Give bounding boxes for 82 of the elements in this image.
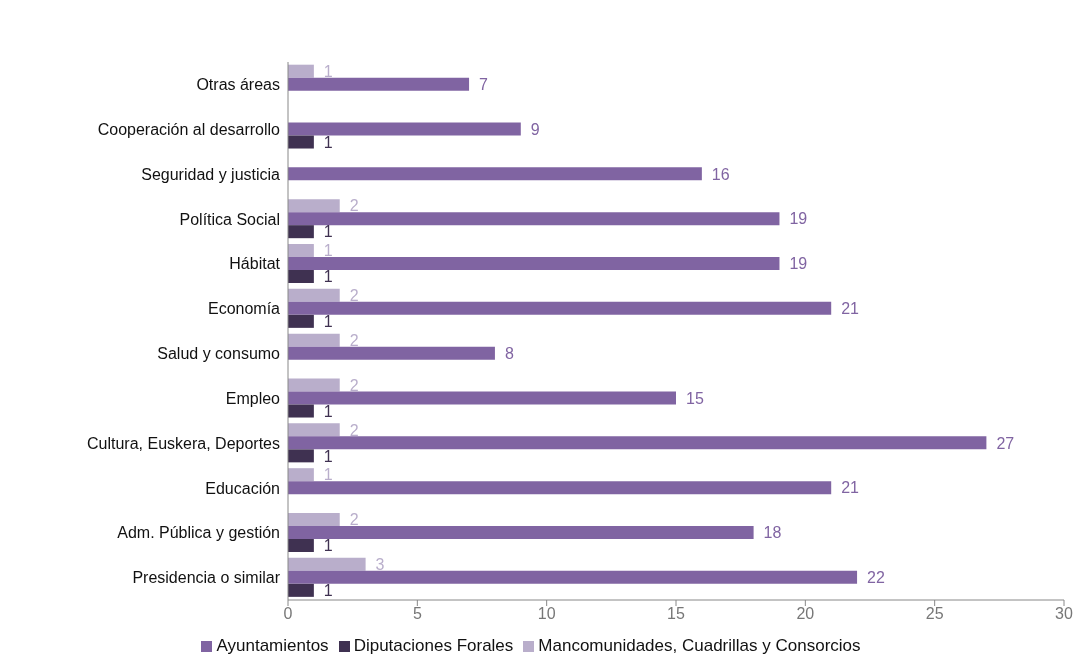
- data-label: 2: [349, 511, 359, 529]
- data-label: 19: [789, 210, 808, 228]
- data-label: 19: [789, 255, 808, 273]
- data-label: 2: [349, 421, 359, 439]
- y-tick-label: Cultura, Euskera, Deportes: [87, 434, 280, 452]
- y-tick-label: Economía: [207, 300, 281, 318]
- bar: [288, 212, 780, 226]
- y-tick-label: Política Social: [179, 210, 280, 228]
- data-label: 21: [841, 300, 860, 318]
- bar: [288, 436, 987, 450]
- bar: [288, 199, 340, 213]
- data-label: 15: [686, 389, 704, 407]
- x-tick-label: 25: [925, 605, 944, 623]
- bar: [288, 513, 340, 527]
- bar: [288, 391, 676, 405]
- data-label: 1: [323, 402, 333, 420]
- data-label: 2: [349, 197, 359, 215]
- data-label: 1: [323, 313, 333, 331]
- x-tick-label: 10: [537, 605, 556, 623]
- y-tick-label: Empleo: [225, 389, 281, 407]
- bar: [288, 77, 470, 91]
- bar: [288, 301, 832, 315]
- y-tick-label: Cooperación al desarrollo: [97, 120, 281, 138]
- data-label: 1: [323, 268, 333, 286]
- bar: [288, 257, 780, 271]
- y-tick-label: Otras áreas: [196, 76, 280, 94]
- x-tick-label: 5: [412, 605, 422, 623]
- data-label: 1: [323, 223, 333, 241]
- data-label: 1: [323, 582, 333, 600]
- bar: [288, 244, 314, 258]
- bar: [288, 423, 340, 437]
- data-label: 16: [711, 165, 730, 183]
- data-label: 1: [323, 466, 333, 484]
- data-label: 7: [479, 75, 489, 93]
- legend-label: Mancomunidades, Cuadrillas y Consorcios: [538, 636, 861, 655]
- data-label: 2: [349, 376, 359, 394]
- x-tick-label: 30: [1055, 605, 1073, 623]
- bar: [288, 539, 314, 553]
- bar: [288, 449, 314, 463]
- y-tick-label: Presidencia o similar: [132, 569, 281, 587]
- data-label: 1: [323, 447, 333, 465]
- data-label: 27: [996, 434, 1015, 452]
- bar: [288, 583, 314, 597]
- bar: [288, 64, 314, 78]
- data-label: 1: [323, 133, 333, 151]
- data-label: 21: [841, 479, 860, 497]
- bar: [288, 557, 366, 571]
- data-label: 18: [763, 524, 782, 542]
- bar: [288, 314, 314, 328]
- data-label: 1: [323, 62, 333, 80]
- data-label: 2: [349, 287, 359, 305]
- data-label: 1: [323, 537, 333, 555]
- legend-label: Diputaciones Forales: [353, 636, 514, 655]
- data-label: 22: [867, 569, 885, 587]
- bar: [288, 468, 314, 482]
- y-tick-label: Salud y consumo: [157, 345, 281, 363]
- data-label: 8: [504, 344, 514, 362]
- data-label: 1: [323, 242, 333, 260]
- bar: [288, 225, 314, 239]
- legend-label: Ayuntamientos: [216, 636, 329, 655]
- x-tick-label: 15: [667, 605, 685, 623]
- bar: [288, 122, 521, 136]
- y-tick-label: Hábitat: [229, 255, 281, 273]
- bar: [288, 481, 832, 495]
- data-label: 3: [375, 556, 385, 574]
- x-tick-label: 0: [283, 605, 293, 623]
- bar: [288, 288, 340, 302]
- bar: [288, 404, 314, 418]
- data-label: 2: [349, 331, 359, 349]
- bar: [288, 346, 495, 360]
- y-tick-label: Educación: [205, 479, 280, 497]
- bar: [288, 167, 702, 181]
- data-label: 9: [530, 120, 540, 138]
- x-tick-label: 20: [796, 605, 815, 623]
- bar: [288, 526, 754, 540]
- bar: [288, 333, 340, 347]
- y-tick-label: Adm. Pública y gestión: [117, 524, 280, 542]
- bar: [288, 570, 858, 584]
- bar: [288, 270, 314, 284]
- bar: [288, 135, 314, 149]
- bar: [288, 378, 340, 392]
- y-tick-label: Seguridad y justicia: [141, 165, 281, 183]
